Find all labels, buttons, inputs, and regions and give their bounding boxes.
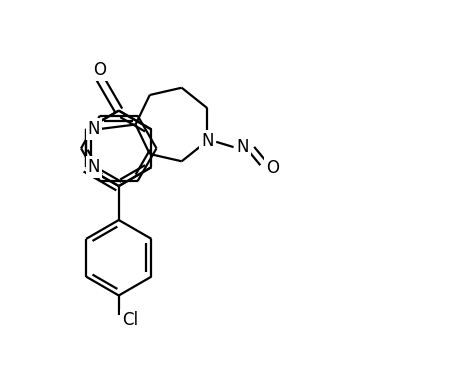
Text: O: O [93,61,106,79]
Text: N: N [201,132,213,150]
Text: N: N [88,121,100,138]
Text: Cl: Cl [122,311,138,329]
Text: N: N [88,158,100,176]
Text: O: O [266,159,280,177]
Text: N: N [236,138,249,156]
